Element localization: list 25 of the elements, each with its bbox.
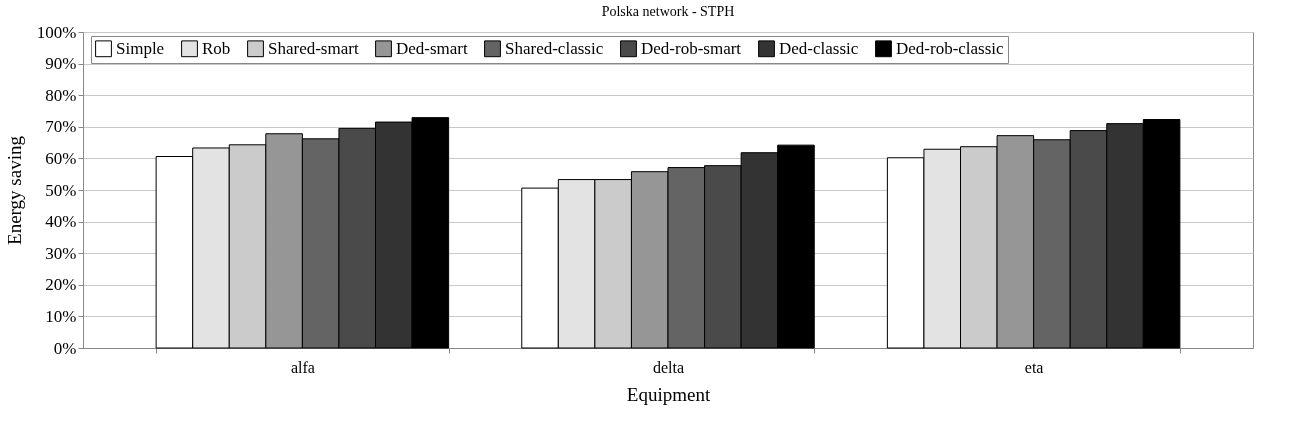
x-tick-label: eta <box>1024 358 1044 376</box>
y-tick-label: 100% <box>36 22 77 42</box>
legend-label: Rob <box>202 38 231 58</box>
x-tick-label: alfa <box>290 358 315 376</box>
y-tick-label: 70% <box>45 117 77 137</box>
legend-label: Ded-rob-classic <box>896 38 1005 58</box>
x-tick-label: delta <box>652 358 685 376</box>
y-tick-label: 60% <box>45 148 77 168</box>
y-axis-title: Energy saving <box>3 135 25 245</box>
legend-label: Simple <box>116 38 165 58</box>
y-tick-label: 30% <box>45 243 77 263</box>
y-tick-label: 50% <box>45 180 77 200</box>
legend-label: Shared-classic <box>505 38 604 58</box>
y-tick-label: 20% <box>45 275 77 295</box>
legend-label: Ded-classic <box>779 38 859 58</box>
y-tick-label: 80% <box>45 85 77 105</box>
x-axis-title: Equipment <box>626 383 711 405</box>
chart-title: Polska network - STPH <box>601 4 735 19</box>
y-tick-label: 40% <box>45 212 77 232</box>
y-tick-label: 10% <box>45 306 77 326</box>
y-tick-label: 90% <box>45 54 77 74</box>
legend-label: Ded-rob-smart <box>641 38 742 58</box>
legend-label: Shared-smart <box>268 38 359 58</box>
legend-label: Ded-smart <box>396 38 469 58</box>
y-tick-label: 0% <box>53 338 77 358</box>
